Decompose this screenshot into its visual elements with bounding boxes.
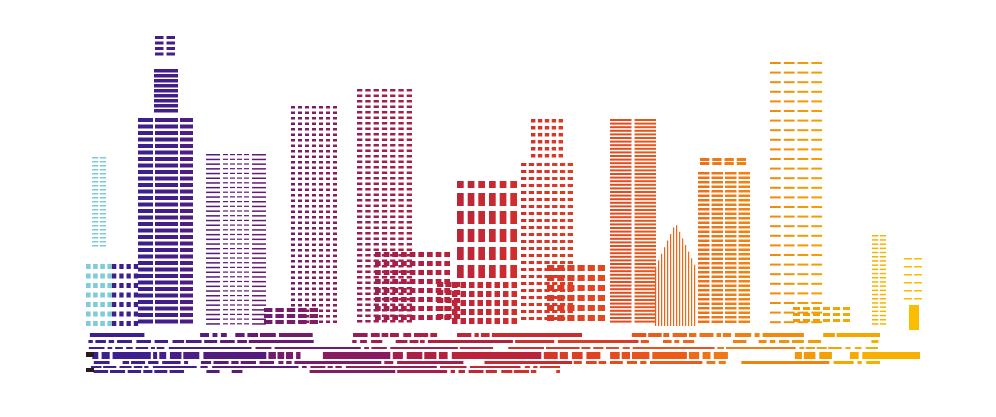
building-yellow-low [793,307,850,322]
building-left-block [86,264,112,326]
building-low-b [375,252,450,320]
ground-bands [86,333,920,373]
building-tower-body-right [180,118,193,324]
building-lined-a [206,154,220,325]
building-dotted-b [357,89,412,323]
building-tall-right [770,62,823,324]
building-red-windows-3 [452,282,517,324]
building-tower-spire [154,69,178,113]
building-lined-c [252,154,266,325]
building-solid-right [909,305,919,330]
building-left-block-2 [112,264,139,326]
building-red-windows [457,181,517,188]
building-red-windows-2 [457,193,517,278]
building-lined-b [223,154,249,325]
building-tower-body-mid [155,118,178,324]
building-orange-top [700,158,747,165]
building-orange-tower [610,119,656,323]
building-red-low [547,265,605,321]
building-dotted-a [291,106,337,323]
building-low-a [264,308,318,324]
building-pyramid [655,225,696,326]
building-red-tower-top [531,119,563,158]
building-cyan-slim [92,157,107,247]
building-tower-antenna [155,36,175,56]
building-small-right [904,258,922,300]
building-orange [698,172,750,323]
building-slim-right [872,235,887,325]
building-tower-body-left [138,118,153,324]
